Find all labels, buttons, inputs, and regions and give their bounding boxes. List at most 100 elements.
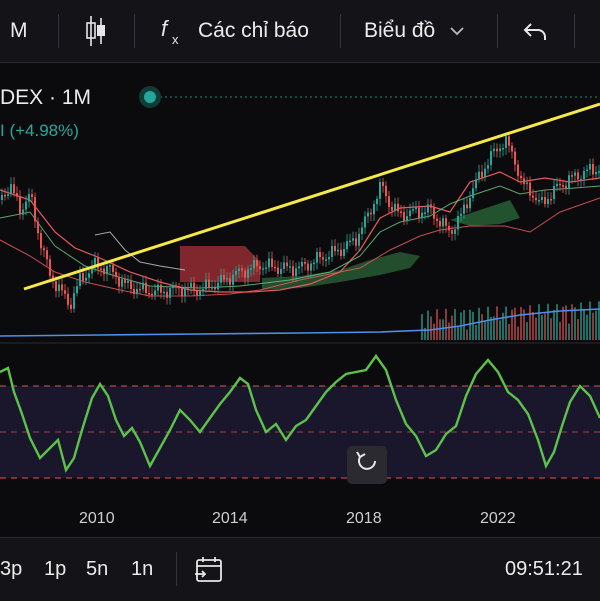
volume-series [421,301,600,340]
candle-body [553,186,555,200]
divider [134,14,135,48]
timeframe-1n-label: 1n [131,558,154,580]
candle-body [268,258,270,268]
candle-body [379,181,381,199]
candle-body [400,211,402,213]
reset-chart-button[interactable] [347,446,387,484]
candle-body [160,284,162,293]
candle-body [238,268,240,272]
volume-bar [520,307,522,340]
timeframe-button[interactable]: M [10,0,28,62]
candle-body [148,293,150,295]
candle-body [406,216,408,221]
band-line-lower [0,197,600,297]
indicators-button[interactable]: f x Các chỉ báo [160,0,309,62]
candle-body [199,291,201,296]
volume-bar [433,323,435,340]
candle-body [448,225,450,231]
timeframe-1n[interactable]: 1n [131,538,153,601]
volume-bar [559,321,561,340]
candle-body [97,257,99,269]
price-chart[interactable]: DEX · 1M I (+4.98%) 2010 2014 2018 2022 [0,63,600,535]
candle-body [67,293,69,305]
candle-body [361,227,363,234]
candle-body [478,171,480,180]
volume-bar [481,314,483,340]
candle-body [172,285,174,289]
candle-body [382,181,384,186]
candle-body [319,252,321,258]
volume-bar [487,306,489,340]
divider [58,14,59,48]
candle-body [496,148,498,152]
candle-body [82,273,84,281]
chart-style-button[interactable] [84,0,108,62]
oscillator-line [0,353,600,473]
candle-body [256,259,258,267]
candle-body [91,266,93,274]
volume-bar [466,329,468,340]
trendline[interactable] [23,102,600,291]
candle-body [55,281,57,292]
volume-bar [562,306,564,340]
candle-body [4,195,6,197]
candles-icon [86,16,105,46]
candle-body [535,197,537,201]
candle-body [280,268,282,274]
volume-bar [580,302,582,340]
candle-body [124,279,126,283]
candle-body [211,287,213,289]
candle-body [277,267,279,274]
divider [497,14,498,48]
volume-bar [430,316,432,340]
volume-bar [505,306,507,340]
volume-bar [436,309,438,340]
candle-body [409,210,411,217]
candle-body [181,288,183,296]
volume-bar [508,323,510,340]
candle-body [13,184,15,194]
volume-bar [586,314,588,340]
volume-bar [511,309,513,340]
candle-body [367,212,369,217]
candle-body [463,204,465,214]
chart-type-dropdown[interactable]: Biểu đồ [364,0,465,62]
candle-body [19,196,21,215]
candle-body [331,245,333,257]
timeframe-1p[interactable]: 1p [44,538,66,601]
candle-body [244,270,246,278]
candle-body [136,288,138,295]
candle-body [580,179,582,181]
candle-body [46,250,48,260]
undo-button[interactable] [522,0,548,62]
volume-bar [592,312,594,340]
candle-body [34,197,36,222]
candle-body [391,206,393,211]
candle-body [301,261,303,267]
date-range-button[interactable] [194,538,224,601]
time-axis-label: 2018 [346,510,382,527]
volume-bar [589,301,591,340]
candle-body [115,271,117,278]
candle-body [526,182,528,185]
candle-body [232,274,234,285]
reset-icon [356,451,376,470]
candle-body [223,275,225,280]
candle-body [436,218,438,221]
candle-body [139,288,141,291]
candle-body [229,277,231,285]
candle-body [121,279,123,287]
chevron-down-icon [450,27,464,36]
candle-body [25,201,27,210]
candle-body [523,178,525,185]
timeframe-5n[interactable]: 5n [86,538,108,601]
candle-body [157,284,159,291]
candle-body [586,169,588,172]
candle-body [100,268,102,270]
timeframe-3p[interactable]: 3p [0,538,22,601]
candle-body [151,293,153,296]
candle-body [349,240,351,243]
candle-body [169,288,171,298]
candle-body [325,259,327,261]
volume-bar [496,306,498,340]
